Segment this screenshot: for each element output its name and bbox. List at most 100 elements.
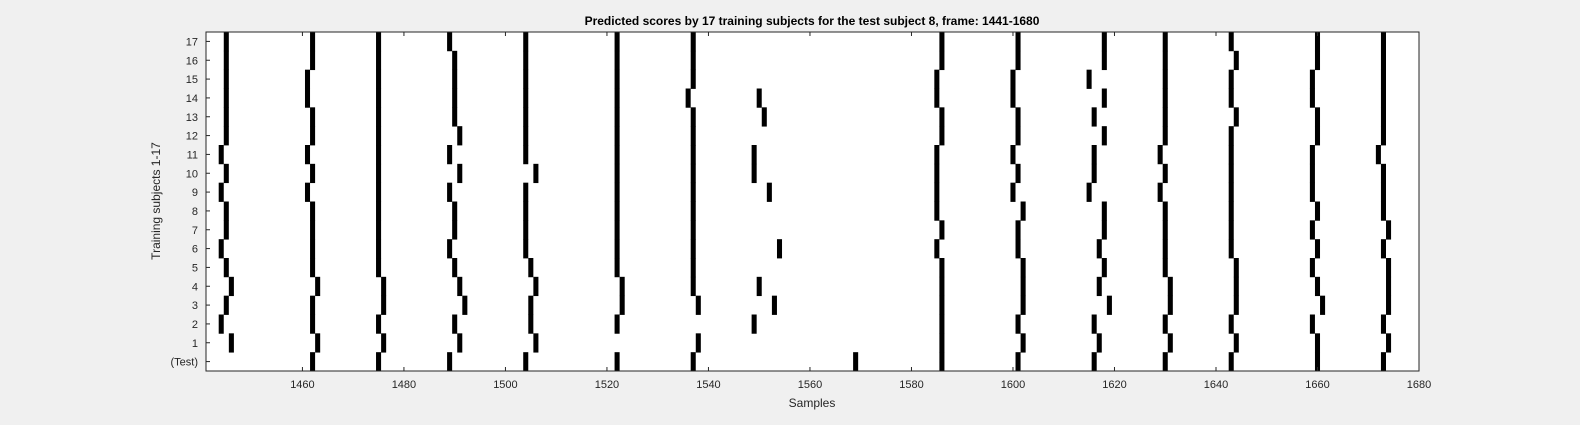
spike-mark: [1162, 107, 1168, 127]
x-tick-label: 1660: [1305, 379, 1329, 391]
spike-mark: [1015, 50, 1021, 71]
spike-mark: [523, 126, 529, 146]
spike-mark: [1380, 69, 1386, 89]
spike-mark: [310, 50, 316, 71]
spike-mark: [1309, 220, 1315, 240]
spike-mark: [1320, 295, 1326, 315]
spike-mark: [761, 107, 767, 127]
spike-mark: [1228, 201, 1234, 221]
spike-mark: [614, 239, 620, 259]
spike-mark: [939, 220, 945, 240]
spike-mark: [1228, 352, 1234, 372]
spike-mark: [1091, 314, 1097, 334]
x-tick-label: 1560: [798, 379, 822, 391]
spike-mark: [939, 352, 945, 372]
spike-mark: [523, 32, 529, 52]
spike-mark: [614, 352, 620, 372]
spike-mark: [1167, 333, 1173, 353]
spike-mark: [523, 69, 529, 89]
x-tick-label: 1520: [595, 379, 619, 391]
spike-mark: [315, 276, 321, 297]
spike-mark: [381, 333, 387, 353]
x-tick-label: 1500: [493, 379, 517, 391]
spike-mark: [1167, 295, 1173, 315]
spike-mark: [218, 182, 224, 202]
y-tick-label: 6: [192, 244, 198, 256]
spike-mark: [1010, 88, 1016, 108]
spike-mark: [1101, 50, 1107, 71]
spike-mark: [685, 88, 691, 108]
spike-mark: [1386, 276, 1392, 297]
spike-mark: [223, 32, 229, 52]
spike-mark: [1086, 69, 1092, 89]
spike-mark: [1228, 314, 1234, 334]
y-tick-label: (Test): [171, 357, 199, 369]
spike-mark: [223, 50, 229, 71]
x-tick-label: 1600: [1001, 379, 1025, 391]
spike-mark: [1162, 239, 1168, 259]
spike-mark: [939, 295, 945, 315]
spike-mark: [1162, 88, 1168, 108]
spike-mark: [452, 88, 458, 108]
y-tick-label: 5: [192, 262, 198, 274]
spike-mark: [462, 295, 468, 315]
spike-mark: [376, 88, 382, 108]
spike-mark: [1157, 182, 1163, 202]
spike-mark: [614, 182, 620, 202]
spike-mark: [523, 239, 529, 259]
spike-mark: [228, 276, 234, 297]
spike-mark: [1233, 333, 1239, 353]
spike-mark: [1314, 50, 1321, 71]
spike-mark: [1091, 107, 1097, 127]
spike-mark: [1228, 220, 1234, 240]
spike-mark: [939, 32, 945, 52]
spike-mark: [1101, 201, 1107, 221]
spike-mark: [457, 126, 463, 146]
spike-mark: [934, 145, 940, 165]
spike-mark: [1015, 220, 1021, 240]
spike-mark: [376, 182, 382, 202]
y-tick-label: 8: [192, 206, 198, 218]
spike-mark: [934, 182, 940, 202]
spike-mark: [690, 276, 696, 297]
x-tick-label: 1460: [290, 379, 314, 391]
spike-mark: [614, 145, 620, 165]
spike-mark: [1096, 333, 1102, 353]
spike-mark: [776, 239, 783, 259]
x-axis-label: Samples: [789, 396, 836, 410]
spike-mark: [614, 69, 620, 89]
x-tick-label: 1640: [1204, 379, 1228, 391]
spike-mark: [376, 258, 382, 278]
spike-mark: [452, 314, 458, 334]
spike-mark: [310, 295, 316, 315]
spike-mark: [1314, 126, 1321, 146]
spike-mark: [1380, 126, 1386, 146]
spike-mark: [614, 220, 620, 240]
spike-mark: [1380, 201, 1386, 221]
spike-mark: [619, 276, 625, 297]
spike-mark: [452, 107, 458, 127]
spike-mark: [1309, 182, 1315, 202]
spike-mark: [1314, 276, 1321, 297]
y-tick-label: 12: [186, 131, 198, 143]
spike-mark: [1314, 333, 1321, 353]
spike-mark: [690, 163, 696, 184]
spike-mark: [1162, 314, 1168, 334]
spike-mark: [218, 314, 224, 334]
spike-mark: [1314, 107, 1321, 127]
spike-mark: [766, 182, 772, 202]
spike-mark: [690, 239, 696, 259]
spike-mark: [690, 145, 696, 165]
spike-marks: [218, 32, 1392, 372]
spike-mark: [223, 295, 229, 315]
spike-mark: [1020, 201, 1026, 221]
spike-mark: [1096, 276, 1102, 297]
spike-mark: [376, 201, 382, 221]
spike-mark: [614, 50, 620, 71]
spike-mark: [1228, 32, 1234, 52]
axes-box: [205, 31, 1420, 372]
spike-mark: [1162, 352, 1168, 372]
